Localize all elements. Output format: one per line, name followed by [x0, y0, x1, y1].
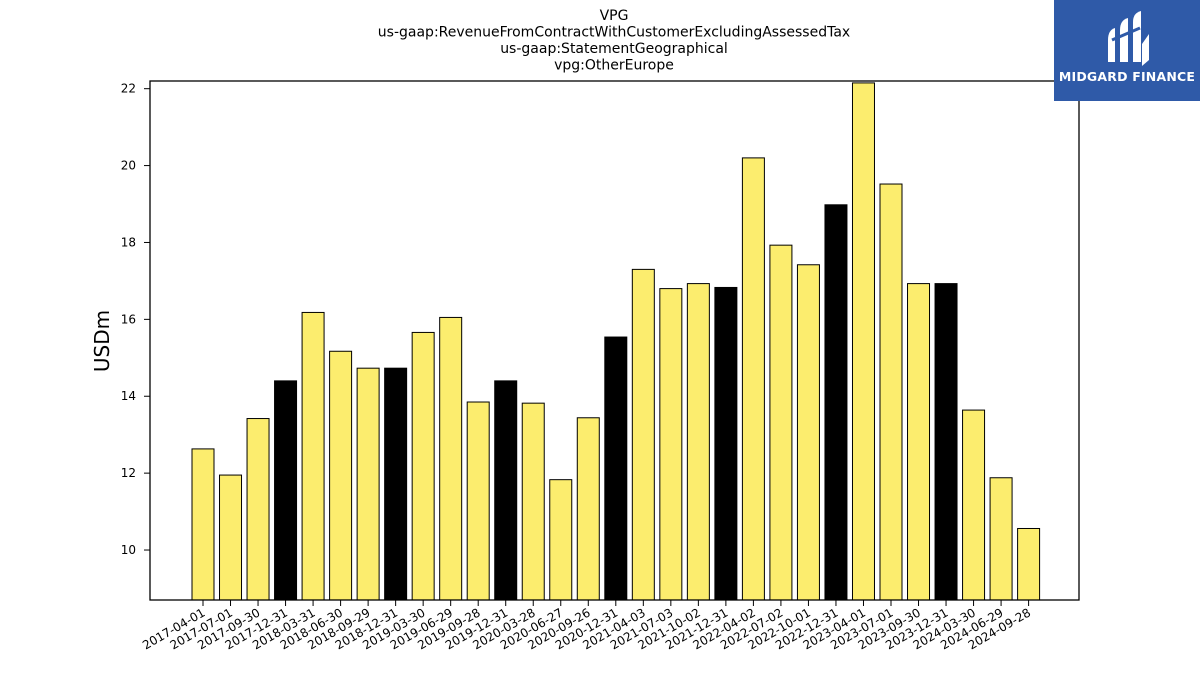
- bar-2017-07-01: [219, 474, 243, 601]
- y-tick-label: 20: [121, 159, 136, 173]
- chart-title: VPGus-gaap:RevenueFromContractWithCustom…: [378, 8, 850, 74]
- bar-2023-12-31: [934, 283, 958, 601]
- bar-2022-12-31: [824, 204, 848, 601]
- bar-2023-07-01: [879, 183, 903, 601]
- bar-2021-10-02: [686, 283, 710, 601]
- bar-2018-12-31: [384, 367, 408, 601]
- bar-2019-06-29: [439, 316, 463, 601]
- bar-2017-04-01: [191, 448, 215, 601]
- y-axis-label: USDm: [90, 310, 114, 372]
- y-tick-label: 22: [121, 82, 136, 96]
- bar-2020-12-31: [604, 336, 628, 601]
- chart-title-line: vpg:OtherEurope: [554, 58, 674, 74]
- plot-frame: [149, 80, 1080, 601]
- stylized-m-icon: [1108, 11, 1149, 66]
- y-tick-label: 12: [121, 466, 136, 480]
- bar-2020-09-26: [576, 417, 600, 601]
- bar-2019-09-28: [466, 401, 490, 601]
- bar-2022-04-02: [741, 157, 765, 601]
- bar-2018-03-31: [301, 311, 325, 601]
- bar-2018-09-29: [356, 367, 380, 601]
- bar-2020-06-27: [549, 479, 573, 601]
- bar-2024-03-30: [962, 409, 986, 601]
- x-axis: 2017-04-012017-07-012017-09-302017-12-31…: [140, 600, 1033, 652]
- y-tick-label: 10: [121, 543, 136, 557]
- bar-2022-07-02: [769, 244, 793, 601]
- chart-title-line: us-gaap:RevenueFromContractWithCustomerE…: [378, 25, 850, 41]
- bar-2024-06-29: [989, 477, 1013, 601]
- bar-2019-03-30: [411, 331, 435, 601]
- bar-2021-12-31: [714, 286, 738, 601]
- bar-2021-07-03: [659, 288, 683, 601]
- bars-group: [191, 82, 1041, 601]
- bar-2022-10-01: [796, 264, 820, 601]
- y-tick-label: 16: [121, 312, 136, 326]
- bar-2019-12-31: [494, 380, 518, 601]
- bar-2017-12-31: [274, 380, 298, 601]
- bar-2023-09-30: [907, 283, 931, 601]
- chart-title-line: VPG: [600, 8, 629, 24]
- y-tick-label: 14: [121, 389, 136, 403]
- bar-2020-03-28: [521, 402, 545, 601]
- bar-2017-09-30: [246, 418, 270, 601]
- bar-2023-04-01: [851, 82, 875, 601]
- logo-text: MIDGARD FINANCE: [1058, 69, 1196, 84]
- bar-2018-06-30: [329, 350, 353, 601]
- chart-title-line: us-gaap:StatementGeographical: [500, 41, 728, 57]
- y-tick-label: 18: [121, 235, 136, 249]
- bar-2024-09-28: [1017, 527, 1041, 601]
- midgard-finance-logo: MIDGARD FINANCE: [1054, 0, 1200, 101]
- bar-2021-04-03: [631, 268, 655, 601]
- y-axis: 10 12 14 16 18 20 22: [121, 82, 150, 557]
